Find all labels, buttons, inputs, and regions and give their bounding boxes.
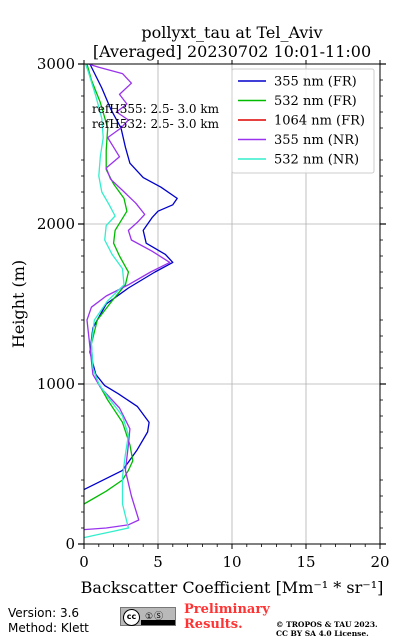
y-tick-label: 2000 [37, 215, 75, 233]
annotation-refh532: refH532: 2.5- 3.0 km [92, 117, 220, 131]
copyright-line-1: © TROPOS & TAU 2023. [276, 620, 378, 629]
series-line-3 [83, 63, 171, 531]
legend-box [231, 68, 375, 174]
copyright-line-2: CC BY SA 4.0 License. [276, 629, 369, 638]
by-sa-icons: ①Ⓢ [145, 612, 165, 622]
y-tick-label: 1000 [37, 375, 75, 393]
legend-label-0: 355 nm (FR) [274, 75, 357, 90]
legend-label-3: 355 nm (NR) [274, 133, 359, 148]
cc-logo-icon: cc [123, 609, 140, 626]
chart-title: pollyxt_tau at Tel_Aviv [141, 23, 322, 42]
legend-label-1: 532 nm (FR) [274, 94, 357, 109]
y-tick-label: 3000 [37, 55, 75, 73]
cc-license-badge-icon: cc ①Ⓢ [120, 607, 176, 626]
y-tick-label: 0 [65, 535, 75, 553]
series-line-4 [83, 63, 130, 539]
legend-label-4: 532 nm (NR) [274, 153, 359, 168]
x-tick-label: 0 [79, 553, 89, 571]
y-axis-label: Height (m) [9, 260, 28, 348]
preliminary-line-1: Preliminary [184, 602, 270, 617]
legend: 355 nm (FR) 532 nm (FR) 1064 nm (FR) 355 nm… [231, 68, 375, 174]
x-tick-label: 20 [370, 553, 389, 571]
preliminary-line-2: Results. [184, 617, 243, 632]
preliminary-results-note: Preliminary Results. [184, 602, 270, 632]
x-tick-label: 15 [296, 553, 315, 571]
x-axis-label: Backscatter Coefficient [Mm⁻¹ * sr⁻¹] [81, 578, 384, 597]
x-tick-label: 10 [222, 553, 241, 571]
annotation-refh355: refH355: 2.5- 3.0 km [92, 102, 220, 116]
footer-info: Version: 3.6 Method: Klett [8, 606, 89, 636]
plot-frame [83, 63, 381, 545]
series-line-0 [83, 63, 178, 491]
chart-subtitle: [Averaged] 20230702 10:01-11:00 [93, 42, 371, 61]
method-text: Method: Klett [8, 621, 89, 635]
series-lines [83, 63, 178, 539]
badge-strip [141, 620, 175, 625]
x-axis-label-text: Backscatter Coefficient [81, 578, 276, 597]
x-axis-label-units: [Mm⁻¹ * sr⁻¹] [276, 578, 384, 597]
copyright-note: © TROPOS & TAU 2023. CC BY SA 4.0 Licens… [276, 620, 378, 638]
series-line-1 [83, 63, 134, 505]
x-tick-label: 5 [153, 553, 163, 571]
legend-label-2: 1064 nm (FR) [274, 114, 365, 129]
version-text: Version: 3.6 [8, 606, 80, 620]
